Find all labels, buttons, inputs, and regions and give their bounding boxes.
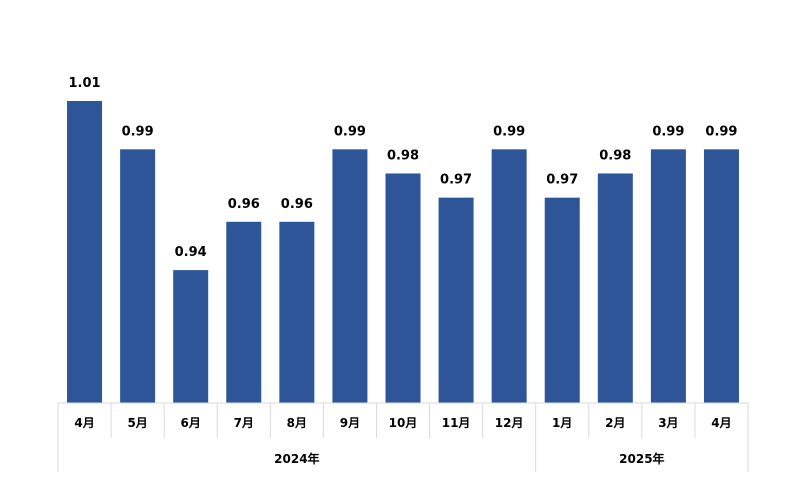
x-tick-label: 4月 [74,416,94,430]
x-tick-label: 3月 [658,416,678,430]
data-label: 0.99 [334,124,366,139]
bar [650,149,686,403]
bar [438,197,474,403]
data-label: 1.01 [69,76,101,91]
data-labels-layer: 1.01 0.99 0.94 0.96 0.96 0.99 0.98 0.97 0.99 0.97… [69,76,738,260]
bar [491,149,527,403]
bar [173,270,209,403]
bar [120,149,156,403]
x-group-label: 2025年 [619,451,664,466]
bar [279,221,315,403]
data-label: 0.96 [228,197,260,212]
x-tick-label: 4月 [711,416,731,430]
bars-layer [67,101,739,403]
data-label: 0.99 [652,124,684,139]
x-tick-label: 2月 [605,416,625,430]
bar [597,173,633,403]
x-tick-label: 5月 [127,416,147,430]
data-label: 0.99 [122,124,154,139]
x-tick-label: 10月 [389,416,418,430]
category-axis: 4月 5月 6月 7月 8月 9月 10月 11月 12月 1月 2月 3月 4月 2024年 2025年 [57,402,749,472]
data-label: 0.99 [705,124,737,139]
data-label: 0.99 [493,124,525,139]
x-tick-label: 9月 [340,416,360,430]
data-label: 0.98 [387,148,419,163]
bar [332,149,368,403]
bar [385,173,421,403]
data-label: 0.94 [175,245,207,260]
x-group-label: 2024年 [274,451,319,466]
x-tick-label: 11月 [442,416,471,430]
x-tick-label: 1月 [552,416,572,430]
x-tick-label: 12月 [495,416,524,430]
bar [67,101,103,403]
bar [703,149,739,403]
x-tick-label: 8月 [287,416,307,430]
x-tick-label: 7月 [234,416,254,430]
bar [226,221,262,403]
data-label: 0.97 [440,173,472,188]
data-label: 0.98 [599,148,631,163]
data-label: 0.96 [281,197,313,212]
x-tick-label: 6月 [181,416,201,430]
data-label: 0.97 [546,173,578,188]
bar [544,197,580,403]
